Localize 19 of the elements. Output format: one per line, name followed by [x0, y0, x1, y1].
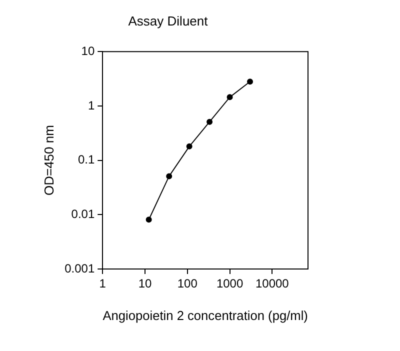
point: [166, 173, 172, 180]
y-tick-label: 1: [88, 98, 95, 112]
x-tick-label: 10: [138, 276, 152, 291]
x-tick-label: 100: [177, 276, 198, 291]
x-axis-title: Angiopoietin 2 concentration (pg/ml): [102, 308, 308, 323]
point: [146, 216, 152, 223]
point: [186, 143, 192, 150]
y-tick-label: 0.001: [64, 261, 95, 276]
x-tick-label: 1: [99, 276, 106, 291]
y-tick-label: 0.1: [78, 152, 95, 167]
x-tick-label: 10000: [255, 276, 290, 291]
y-tick-label: 0.01: [71, 206, 95, 221]
point: [206, 118, 213, 125]
y-tick-label: 10: [81, 44, 95, 58]
chart-title: Assay Diluent: [128, 13, 208, 28]
y-axis-title: OD=450 nm: [41, 125, 56, 196]
point: [226, 94, 233, 100]
x-tick-label: 1000: [216, 276, 244, 291]
point: [247, 78, 254, 85]
